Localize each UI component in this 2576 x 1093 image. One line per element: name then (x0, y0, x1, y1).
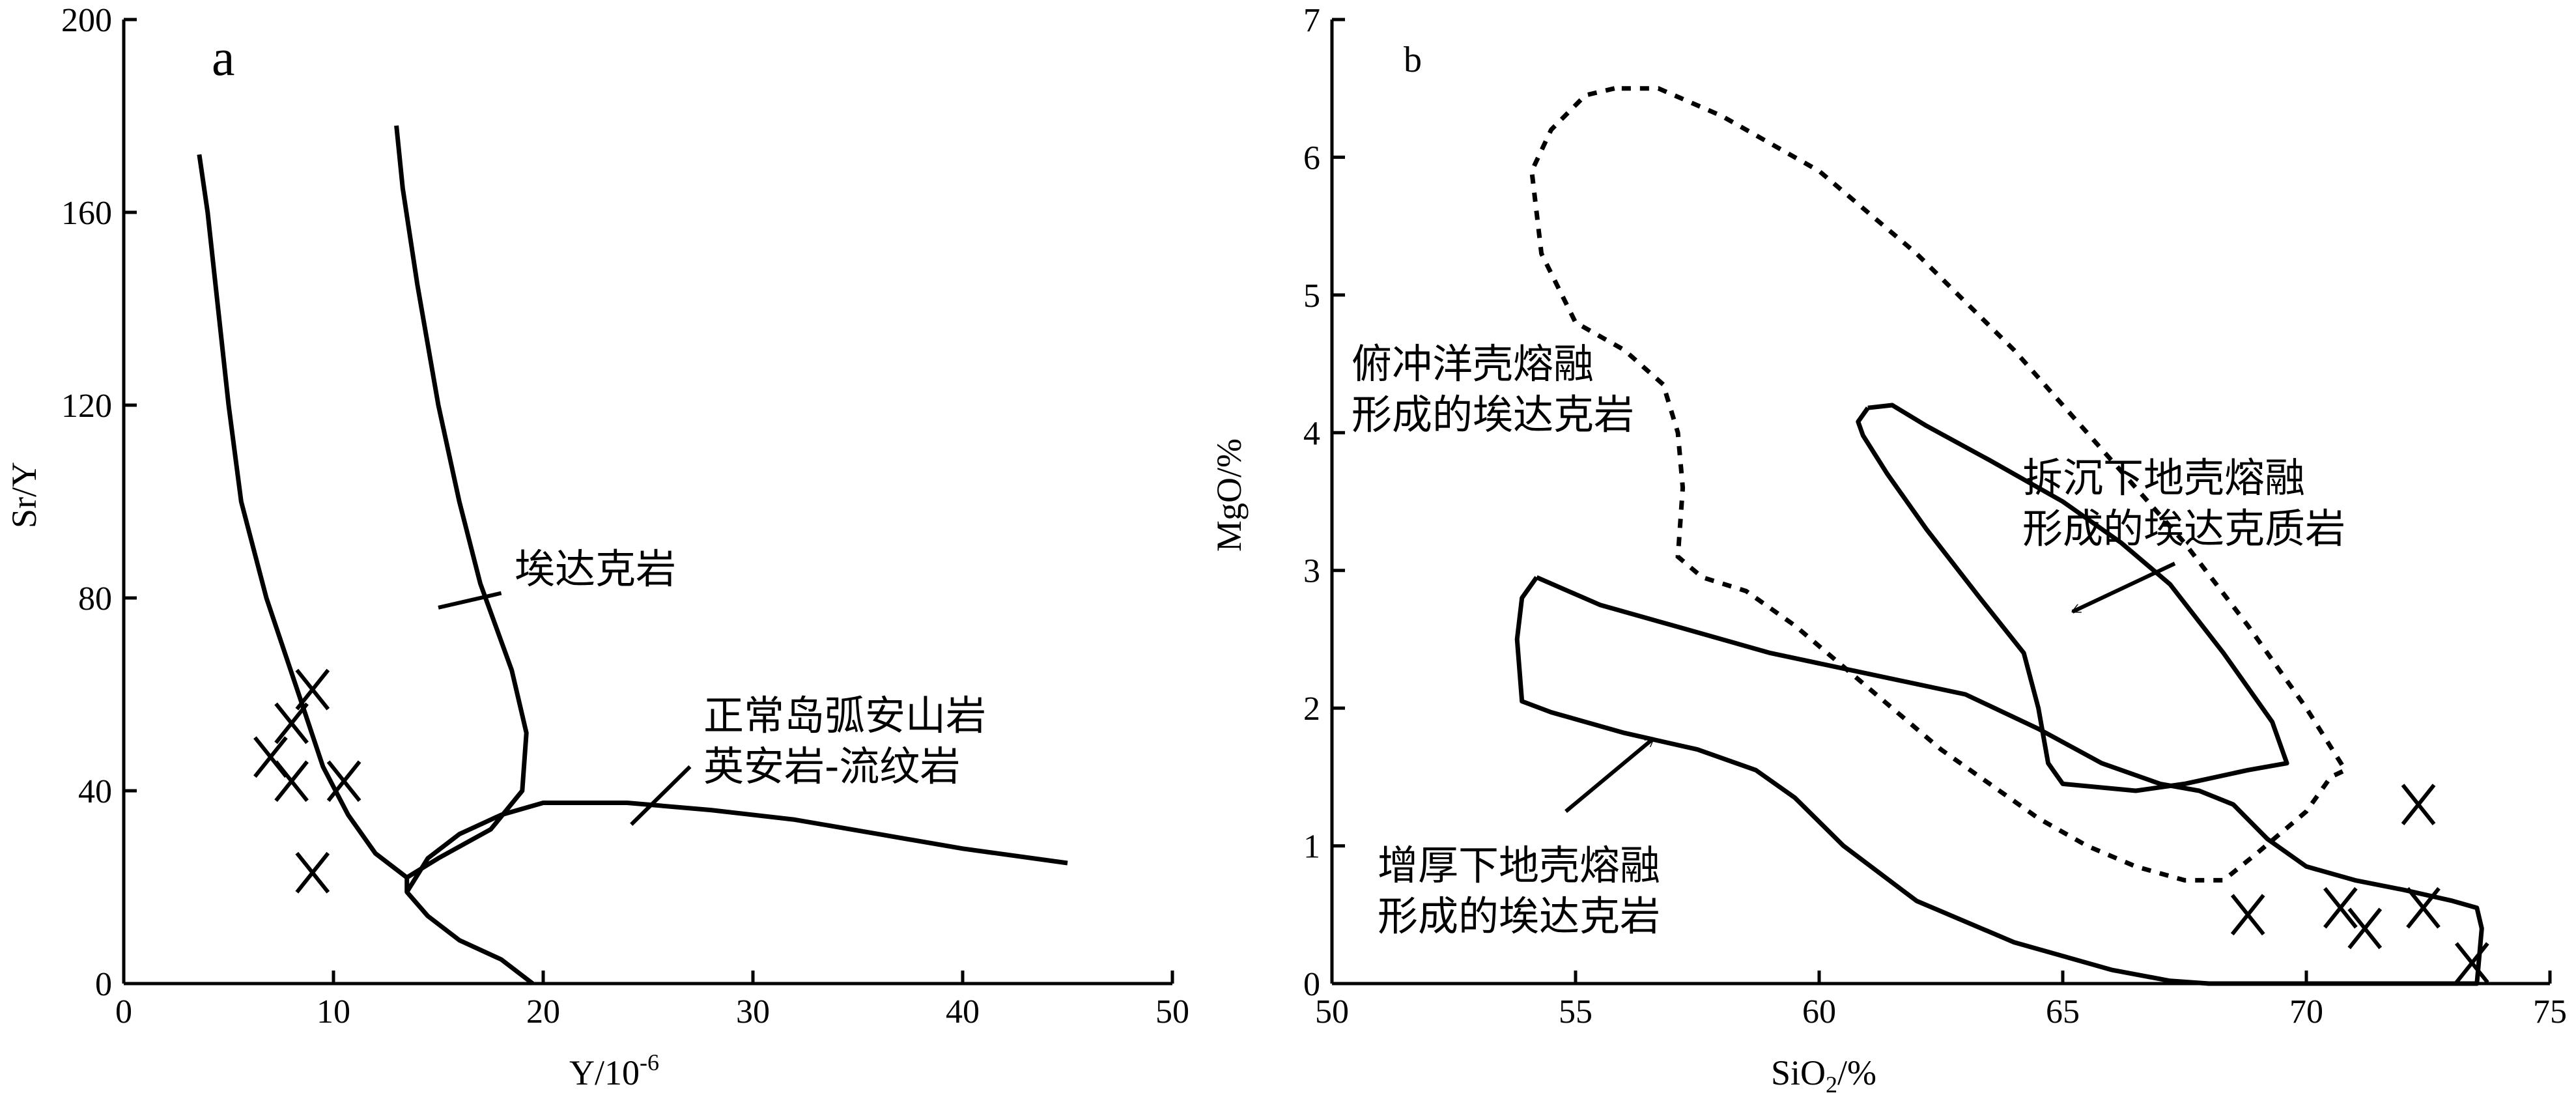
panel-a-y-tick-label: 160 (61, 195, 112, 232)
panel-a-data-point (274, 760, 309, 802)
panel-b-annotations: 俯冲洋壳熔融形成的埃达克岩拆沉下地壳熔融形成的埃达克质岩增厚下地壳熔融形成的埃达… (1352, 340, 2345, 940)
panel-b-x-axis-title-main: SiO (1771, 1053, 1826, 1092)
panel-a-field-curve-0 (197, 154, 408, 879)
panel-b-annotation-text: 增厚下地壳熔融 (1378, 842, 1660, 889)
panel-a-leader-line (630, 765, 692, 826)
panel-b-annotation-text: 形成的埃达克质岩 (2022, 505, 2345, 552)
panel-a-data-point-stroke (274, 760, 309, 802)
panel-a-label: a (212, 29, 235, 87)
panel-b-annotation-text: 形成的埃达克岩 (1378, 892, 1660, 940)
panel-b-axes (1330, 18, 2552, 986)
panel-b-x-tick-label: 60 (1802, 993, 1836, 1030)
panel-b-data-point (2401, 784, 2436, 826)
panel-a-x-axis-title: Y/10-6 (569, 1049, 659, 1092)
panel-a-data-point (295, 668, 330, 711)
panel-a-data-point-stroke (253, 736, 288, 778)
panel-a-data-point-stroke (295, 668, 330, 711)
panel-a-x-tick-label: 0 (115, 993, 132, 1030)
panel-a-x-tick-label: 10 (317, 993, 350, 1030)
panel-a-data-point-stroke (295, 851, 330, 894)
panel-a-y-tick-label: 80 (78, 580, 112, 617)
panel-a-axes (122, 18, 1174, 986)
panel-a-annotation-text: 埃达克岩 (515, 545, 676, 593)
panel-a-tick-labels: 0 10 20 30 40 50 0 40 80 120 160 200 (61, 2, 1189, 1030)
panel-b-field-curves (1514, 86, 2484, 986)
panel-b-x-tick-label: 75 (2533, 993, 2567, 1030)
panel-b-annotation-text: 形成的埃达克岩 (1352, 391, 1634, 438)
panel-a-x-tick-label: 40 (946, 993, 980, 1030)
panel-a-x-tick-label: 50 (1155, 993, 1189, 1030)
panel-a-y-axis-title: Sr/Y (5, 462, 44, 528)
panel-a-field-curves (197, 125, 1068, 986)
panel-b-x-tick-label: 65 (2046, 993, 2080, 1030)
panel-b-x-tick-label: 55 (1559, 993, 1592, 1030)
panel-b-x-axis-title: SiO2/% (1771, 1053, 1876, 1093)
panel-b-x-axis-title-sub: 2 (1826, 1072, 1837, 1093)
panel-a-field-curve-1 (394, 125, 535, 986)
panel-a: 0 10 20 30 40 50 0 40 80 120 160 200 埃达克岩正常岛弧安山岩英安岩… (5, 2, 1189, 1092)
panel-a-x-tick-label: 30 (736, 993, 770, 1030)
panel-a-data-points (253, 668, 361, 894)
panel-a-y-tick-label: 120 (61, 388, 112, 425)
panel-b-y-tick-label: 6 (1303, 139, 1320, 177)
panel-a-data-point (274, 702, 309, 745)
panel-a-annotation-text: 英安岩-流纹岩 (703, 743, 960, 790)
panel-a-x-axis-title-main: Y/10 (569, 1053, 640, 1092)
panel-b-field-curve-1 (1514, 575, 2484, 986)
panel-b-annotation-text: 俯冲洋壳熔融 (1352, 340, 1594, 388)
panel-a-leader-line (438, 591, 502, 610)
panel-b-data-point-stroke (2230, 894, 2265, 936)
panel-b-annotation-text: 拆沉下地壳熔融 (2022, 454, 2305, 502)
panel-a-data-point (326, 760, 361, 802)
panel-b-annotation-arrow (1564, 737, 1654, 814)
panel-b-data-point-stroke (2454, 942, 2489, 984)
panel-b-data-point-stroke (2323, 887, 2358, 929)
panel-a-y-tick-label: 40 (78, 773, 112, 810)
panel-b-data-point-stroke (2406, 887, 2441, 929)
panel-b-x-tick-label: 70 (2289, 993, 2323, 1030)
panel-a-data-point (295, 851, 330, 894)
panel-b-tick-labels: 50 55 60 65 70 75 0 1 2 3 4 5 6 7 (1303, 2, 2567, 1030)
panel-b-x-tick-label: 50 (1315, 993, 1349, 1030)
panel-b-y-tick-label: 7 (1303, 2, 1320, 39)
panel-a-field-curve-2 (404, 801, 1068, 894)
panel-b-y-tick-label: 2 (1303, 690, 1320, 728)
panel-b-y-tick-label: 4 (1303, 415, 1320, 452)
panel-b-annotation-arrow (2073, 561, 2176, 614)
panel-b-y-tick-label: 1 (1303, 829, 1320, 866)
panel-b-data-point (2406, 887, 2441, 929)
panel-a-x-axis-title-sup: -6 (640, 1049, 659, 1075)
panel-b-data-point (2454, 942, 2489, 984)
panel-a-data-point-stroke (274, 702, 309, 745)
panel-b-y-tick-label: 0 (1303, 966, 1320, 1003)
panel-a-y-tick-label: 0 (95, 966, 112, 1003)
panel-b-y-axis-title: MgO/% (1210, 438, 1249, 552)
panel-b-y-tick-label: 3 (1303, 553, 1320, 590)
panel-a-y-tick-label: 200 (61, 2, 112, 39)
panel-b-y-tick-label: 5 (1303, 277, 1320, 315)
panel-a-x-tick-label: 20 (526, 993, 560, 1030)
panel-b-data-point-stroke (2401, 784, 2436, 826)
panel-b-field-curve-2 (1856, 403, 2289, 793)
panel-b-data-point (2347, 907, 2383, 950)
panel-b-label: b (1404, 40, 1422, 80)
panel-b-x-axis-title-tail: /% (1837, 1053, 1876, 1092)
panel-a-data-point-stroke (326, 760, 361, 802)
panel-b-data-point (2323, 887, 2358, 929)
panel-b-data-points (2230, 784, 2489, 984)
panel-b-data-point-stroke (2347, 907, 2383, 950)
panel-b-data-point (2230, 894, 2265, 936)
panel-a-annotation-text: 正常岛弧安山岩 (703, 692, 986, 739)
